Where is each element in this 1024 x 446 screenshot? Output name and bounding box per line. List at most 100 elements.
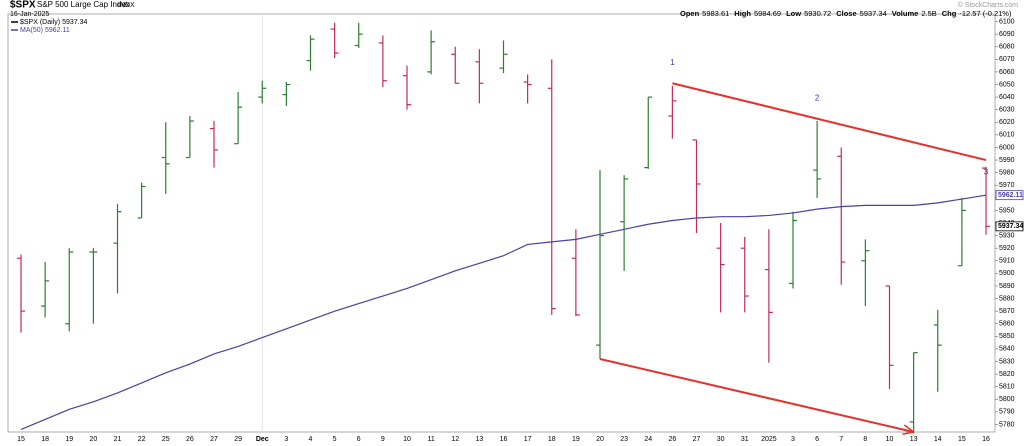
stat-label: High: [734, 9, 751, 18]
x-tick-label: 30: [717, 436, 725, 443]
y-tick-label: 5880: [999, 295, 1015, 302]
x-tick-label: 12: [451, 436, 459, 443]
date: 16-Jan-2025: [10, 11, 49, 18]
stat-label: Open: [680, 9, 700, 18]
y-tick-label: 5780: [999, 421, 1015, 428]
x-tick-label: 18: [548, 436, 556, 443]
y-tick-label: 5970: [999, 182, 1015, 189]
trendline: [672, 82, 987, 162]
legend-name: MA(50): [20, 27, 43, 34]
y-tick-label: 6080: [999, 44, 1015, 51]
stat-value: -12.57 (-0.21%): [959, 9, 1012, 18]
x-tick-label: 16: [982, 436, 990, 443]
trendline: [599, 358, 914, 432]
last-value-box: [995, 221, 1024, 232]
x-tick-label: 18: [41, 436, 49, 443]
exchange: INDX: [118, 2, 135, 9]
x-tick-label: 4: [309, 436, 313, 443]
y-tick-label: 6060: [999, 69, 1015, 76]
y-tick-label: 6090: [999, 31, 1015, 38]
x-tick-label: Dec: [256, 436, 269, 443]
x-tick-label: 26: [668, 436, 676, 443]
x-tick-label: 9: [381, 436, 385, 443]
stat-value: 5984.69: [754, 9, 781, 18]
x-tick-label: 27: [693, 436, 701, 443]
stat-label: Low: [786, 9, 801, 18]
x-tick-label: 17: [524, 436, 532, 443]
y-tick-label: 6100: [999, 18, 1015, 25]
y-tick-label: 6030: [999, 107, 1015, 114]
y-tick-label: 5950: [999, 207, 1015, 214]
x-tick-label: 29: [234, 436, 242, 443]
stat-label: Close: [836, 9, 856, 18]
annotation: 3: [984, 168, 989, 177]
x-tick-label: 6: [815, 436, 819, 443]
y-tick-label: 5790: [999, 409, 1015, 416]
x-tick-label: 2025: [761, 436, 777, 443]
x-tick-label: 25: [162, 436, 170, 443]
last-value-label: 5962.11: [998, 192, 1023, 199]
y-tick-label: 5810: [999, 384, 1015, 391]
y-tick-label: 5850: [999, 333, 1015, 340]
x-tick-label: 13: [475, 436, 483, 443]
y-tick-label: 5860: [999, 321, 1015, 328]
legend-value: 5962.11: [45, 27, 70, 34]
y-tick-label: 5800: [999, 396, 1015, 403]
stat-value: 5983.61: [702, 9, 729, 18]
x-tick-label: 13: [910, 436, 918, 443]
watermark: © StockCharts.com: [958, 1, 1019, 9]
x-tick-label: 24: [644, 436, 652, 443]
y-tick-label: 5920: [999, 245, 1015, 252]
x-tick-label: 5: [333, 436, 337, 443]
stat-value: 2.5B: [921, 9, 936, 18]
x-tick-label: 15: [958, 436, 966, 443]
x-tick-label: 23: [620, 436, 628, 443]
x-tick-label: 6: [357, 436, 361, 443]
y-tick-label: 5820: [999, 371, 1015, 378]
x-tick-label: 11: [427, 436, 434, 443]
x-tick-label: 3: [791, 436, 795, 443]
x-tick-label: 20: [89, 436, 97, 443]
x-tick-label: 27: [210, 436, 218, 443]
x-tick-label: 16: [500, 436, 508, 443]
y-tick-label: 5890: [999, 283, 1015, 290]
y-tick-label: 6020: [999, 119, 1015, 126]
x-tick-label: 15: [17, 436, 25, 443]
y-tick-label: 5930: [999, 232, 1015, 239]
legend-name: $SPX (Daily): [20, 19, 60, 26]
y-tick-label: 5840: [999, 346, 1015, 353]
annotation: 1: [670, 58, 675, 67]
x-tick-label: 20: [596, 436, 604, 443]
x-tick-label: 19: [572, 436, 580, 443]
y-tick-label: 5830: [999, 358, 1015, 365]
stat-value: 5930.72: [804, 9, 831, 18]
x-tick-label: 8: [863, 436, 867, 443]
x-tick-label: 21: [114, 436, 122, 443]
x-tick-label: 7: [839, 436, 843, 443]
x-tick-label: 10: [403, 436, 411, 443]
ma-line: [20, 194, 987, 431]
legend-value: 5937.34: [62, 19, 87, 26]
last-value-box: [995, 190, 1024, 201]
y-tick-label: 6050: [999, 81, 1015, 88]
title: $SPX: [10, 0, 36, 11]
x-tick-label: 26: [186, 436, 194, 443]
y-tick-label: 5980: [999, 169, 1015, 176]
stat-value: 5937.34: [860, 9, 887, 18]
last-value-label: 5937.34: [998, 223, 1023, 230]
y-tick-label: 6010: [999, 132, 1015, 139]
x-tick-label: 22: [138, 436, 146, 443]
y-tick-label: 6070: [999, 56, 1015, 63]
x-tick-label: 14: [934, 436, 942, 443]
y-tick-label: 6000: [999, 144, 1015, 151]
y-tick-label: 5910: [999, 258, 1015, 265]
y-tick-label: 5990: [999, 157, 1015, 164]
stat-label: Volume: [892, 9, 919, 18]
x-tick-label: 10: [886, 436, 894, 443]
y-tick-label: 5870: [999, 308, 1015, 315]
x-tick-label: 31: [741, 436, 749, 443]
stat-label: Chg: [942, 9, 957, 18]
subtitle: S&P 500 Large Cap Index: [37, 0, 130, 9]
y-tick-label: 6040: [999, 94, 1015, 101]
